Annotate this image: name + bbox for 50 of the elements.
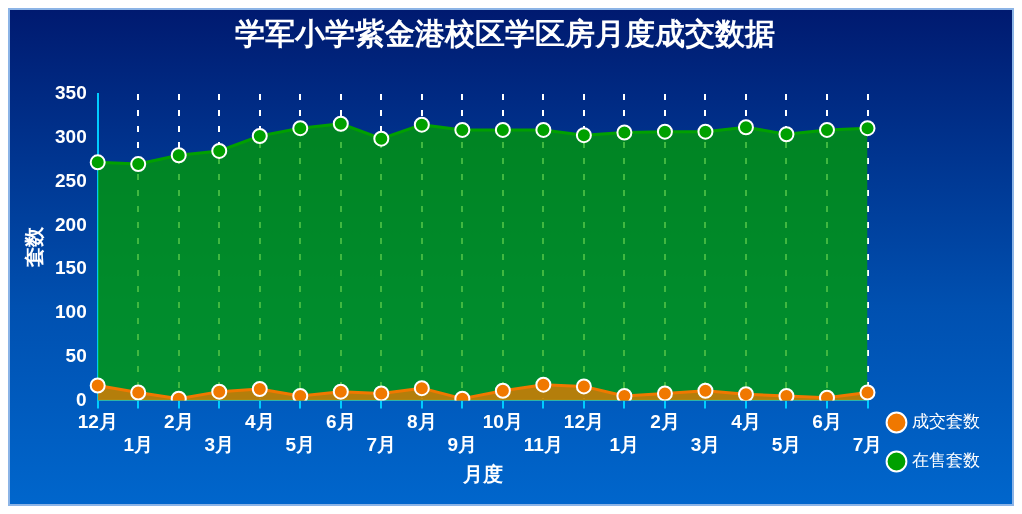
point [778, 388, 795, 401]
point [575, 378, 592, 395]
point [413, 380, 430, 397]
x-tick-label: 6月 [812, 411, 842, 433]
y-tick-label: 50 [65, 344, 87, 366]
x-tick-label: 12月 [77, 411, 118, 433]
y-axis-title: 套数 [22, 226, 47, 269]
x-tick-label: 1月 [123, 433, 154, 455]
y-tick-label: 300 [55, 126, 87, 148]
x-tick-label: 9月 [447, 433, 478, 455]
point [211, 383, 228, 400]
point [292, 388, 309, 401]
point [130, 384, 147, 401]
point [535, 376, 552, 393]
x-tick-label: 3月 [690, 433, 721, 455]
y-tick-label: 200 [55, 213, 87, 235]
legend-label: 成交套数 [912, 410, 980, 431]
x-tick-label: 11月 [523, 433, 563, 455]
x-tick-label: 7月 [852, 433, 883, 455]
point [494, 382, 511, 399]
x-tick-label: 4月 [244, 411, 275, 433]
x-tick-label: 2月 [650, 411, 680, 433]
y-tick-label: 150 [55, 257, 87, 279]
y-tick-label: 100 [55, 301, 87, 323]
x-tick-label: 5月 [285, 433, 316, 455]
point [859, 384, 876, 401]
x-tick-label: 5月 [771, 433, 802, 455]
y-tick-label: 0 [76, 388, 87, 410]
point [616, 388, 633, 401]
x-tick-label: 8月 [407, 411, 437, 433]
x-tick-label: 1月 [609, 433, 640, 455]
x-tick-label: 3月 [204, 433, 235, 455]
legend-label: 在售套数 [912, 449, 980, 470]
x-tick-label: 4月 [731, 411, 761, 433]
point [332, 383, 349, 400]
x-tick-label: 6月 [326, 411, 356, 433]
y-tick-label: 350 [55, 82, 87, 104]
point [737, 386, 754, 401]
point [373, 385, 390, 401]
point [251, 381, 268, 398]
x-tick-label: 12月 [563, 411, 604, 433]
x-tick-label: 2月 [163, 411, 194, 433]
point [656, 385, 673, 401]
x-tick-label: 10月 [482, 411, 523, 433]
x-tick-label: 7月 [366, 433, 397, 455]
y-tick-label: 250 [55, 169, 87, 191]
chart-title: 学军小学紫金港校区学区房月度成交数据 [235, 17, 775, 51]
point [697, 382, 714, 399]
x-axis-title: 月度 [461, 462, 503, 487]
point [89, 377, 106, 394]
